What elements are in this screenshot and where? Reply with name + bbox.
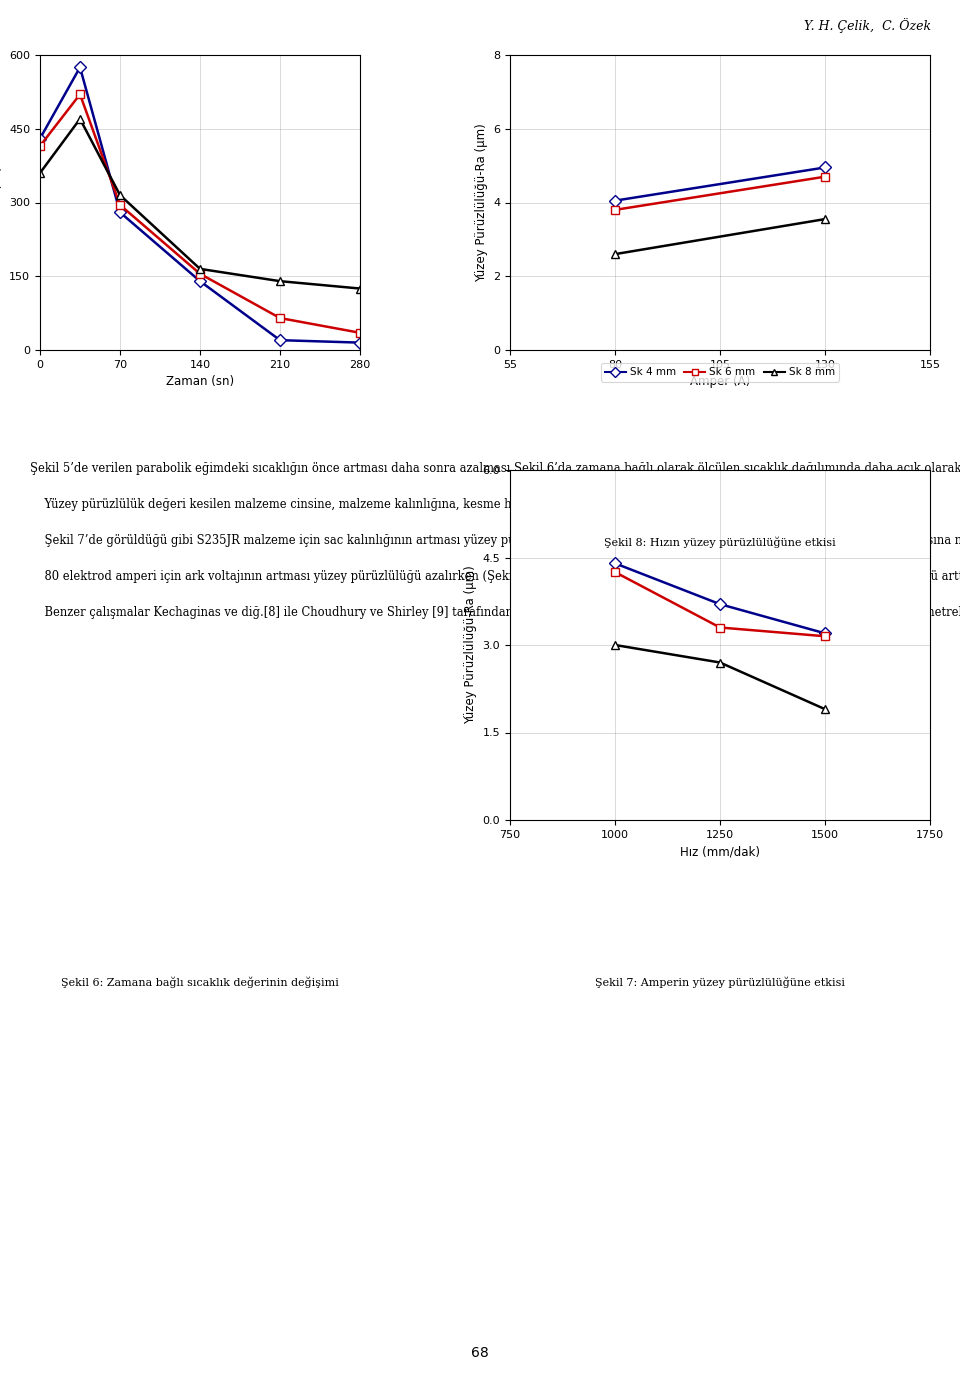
Y-axis label: Yüzey Pürüzlülüğü-Ra (µm): Yüzey Pürüzlülüğü-Ra (µm) (474, 123, 488, 282)
Text: Şekil 5’de verilen parabolik eğimdeki sıcaklığın önce artması daha sonra azalmas: Şekil 5’de verilen parabolik eğimdeki sı… (30, 460, 960, 619)
X-axis label: Zaman (sn): Zaman (sn) (166, 376, 234, 388)
Legend: Sk 4 mm, Sk 6 mm, Sk 8 mm: Sk 4 mm, Sk 6 mm, Sk 8 mm (601, 363, 839, 381)
Y-axis label: Sıcaklık (°C): Sıcaklık (°C) (0, 166, 4, 239)
Text: Y. H. Çelik,  C. Özek: Y. H. Çelik, C. Özek (804, 18, 931, 33)
Text: 68: 68 (471, 1346, 489, 1360)
Text: Şekil 8: Hızın yüzey pürüzlülüğüne etkisi: Şekil 8: Hızın yüzey pürüzlülüğüne etkis… (604, 538, 836, 549)
Text: Şekil 6: Zamana bağlı sıcaklık değerinin değişimi: Şekil 6: Zamana bağlı sıcaklık değerinin… (61, 977, 339, 988)
X-axis label: Amper (A): Amper (A) (690, 376, 750, 388)
Text: Şekil 7: Amperin yüzey pürüzlülüğüne etkisi: Şekil 7: Amperin yüzey pürüzlülüğüne etk… (595, 977, 845, 988)
Y-axis label: Yüzey Pürüzlülüğü-Ra (µm): Yüzey Pürüzlülüğü-Ra (µm) (464, 565, 477, 724)
X-axis label: Hız (mm/dak): Hız (mm/dak) (680, 846, 760, 858)
